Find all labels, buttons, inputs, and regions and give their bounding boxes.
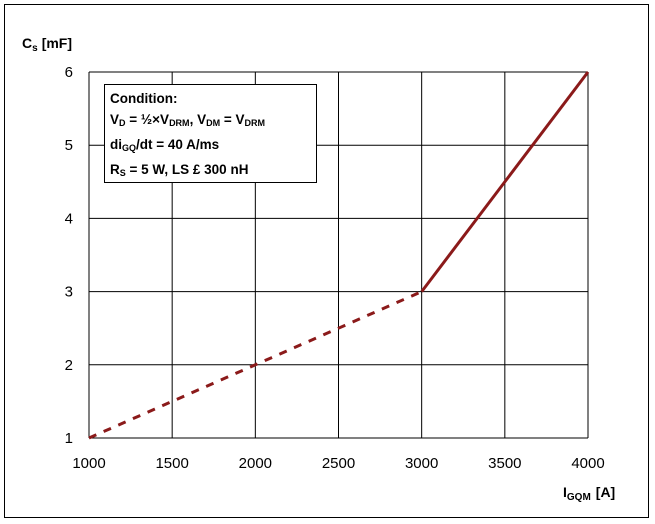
x-tick-label: 3000 [405, 455, 438, 472]
chart-frame [4, 4, 649, 518]
x-tick-labels: 1000 1500 2000 2500 3000 3500 4000 [72, 455, 604, 472]
condition-di-dt: diGQ/dt = 40 A/ms [110, 137, 220, 153]
series-line-dashed [88, 290, 423, 440]
y-tick-label: 4 [65, 210, 73, 227]
y-axis-label: Cs [mF] [22, 35, 72, 54]
y-tick-label: 5 [65, 137, 73, 154]
y-tick-label: 1 [65, 430, 73, 447]
x-tick-label: 2000 [239, 455, 272, 472]
y-tick-labels: 1 2 3 4 5 6 [65, 64, 73, 447]
x-tick-label: 2500 [322, 455, 355, 472]
condition-voltage: VD = ½×VDRM, VDM = VDRM [110, 112, 265, 128]
condition-title: Condition: [110, 91, 178, 106]
x-tick-label: 3500 [488, 455, 521, 472]
x-tick-label: 4000 [571, 455, 604, 472]
y-tick-label: 2 [65, 357, 73, 374]
condition-rs-ls: RS = 5 W, LS £ 300 nH [110, 162, 249, 178]
condition-box: Condition: VD = ½×VDRM, VDM = VDRM diGQ/… [104, 84, 317, 183]
x-tick-label: 1500 [155, 455, 188, 472]
y-tick-label: 3 [65, 284, 73, 301]
series-group [88, 71, 590, 440]
x-tick-label: 1000 [72, 455, 105, 472]
y-tick-label: 6 [65, 64, 73, 81]
x-axis-label: IGQM [A] [563, 484, 615, 503]
series-line-solid [420, 71, 590, 293]
